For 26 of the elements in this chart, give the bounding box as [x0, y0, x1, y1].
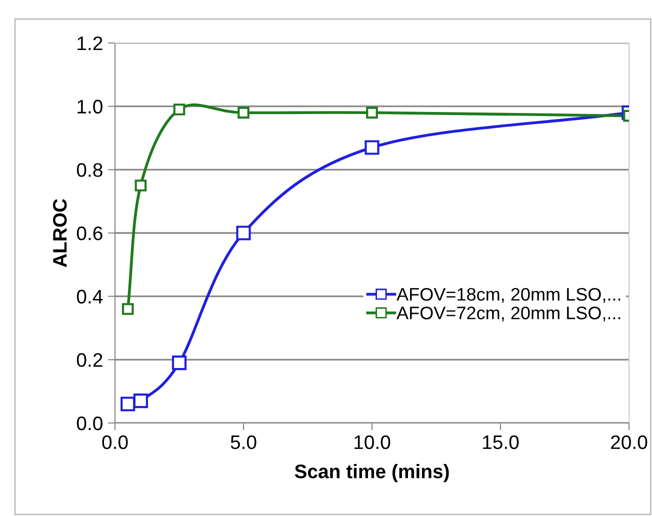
y-tick-label: 1.2	[78, 36, 102, 50]
point	[364, 140, 380, 155]
x-axis-title: Scan time (mins)	[294, 464, 449, 482]
y-tick-label: 0.8	[76, 163, 102, 177]
legend-label: AFOV=18cm, 20mm LSO,...	[396, 288, 620, 303]
x-tick-label: 20.0	[611, 435, 648, 450]
x-tick-label: 10.0	[354, 435, 390, 450]
y-tick-label: 0.2	[76, 353, 102, 367]
x-tick-label: 0.0	[102, 435, 128, 450]
x-tick-label: 5.0	[230, 435, 256, 450]
point	[133, 394, 148, 408]
point	[122, 303, 134, 315]
y-axis-title: ALROC	[53, 198, 67, 268]
point	[134, 180, 147, 192]
y-tick-label: 0.0	[76, 416, 102, 430]
x-tick-label: 15.0	[483, 435, 519, 450]
y-tick-label: 1.0	[78, 100, 102, 114]
point	[366, 106, 378, 119]
legend-label: AFOV=72cm, 20mm LSO,...	[396, 306, 620, 322]
point	[236, 226, 251, 240]
point	[120, 396, 136, 412]
y-tick-label: 0.4	[76, 290, 103, 304]
point	[173, 104, 186, 116]
point	[172, 356, 187, 370]
y-tick-label: 0.6	[76, 226, 102, 240]
point	[238, 106, 250, 119]
